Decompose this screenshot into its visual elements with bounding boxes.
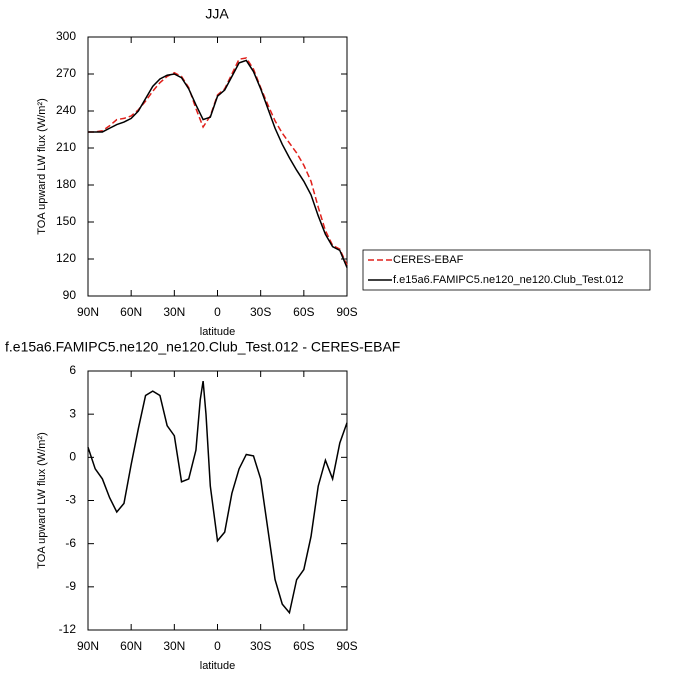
- x-tick-label: 60S: [293, 305, 314, 319]
- y-tick-label: -3: [65, 493, 76, 507]
- x-tick-label: 90S: [336, 639, 357, 653]
- y-tick-label: 0: [69, 450, 76, 464]
- y-tick-label: 150: [56, 214, 76, 228]
- x-tick-label: 60S: [293, 639, 314, 653]
- x-tick-label: 60N: [120, 305, 142, 319]
- data-line: [87, 380, 348, 615]
- x-axis-label: latitude: [200, 660, 235, 672]
- y-tick-label: 300: [56, 29, 76, 43]
- chart-title: f.e15a6.FAMIPC5.ne120_ne120.Club_Test.01…: [5, 339, 400, 355]
- chart-title: JJA: [205, 6, 229, 22]
- legend-label: f.e15a6.FAMIPC5.ne120_ne120.Club_Test.01…: [393, 274, 624, 286]
- y-axis-label: TOA upward LW flux (W/m²): [36, 432, 48, 569]
- plot-frame: [87, 370, 348, 631]
- legend-box: [362, 249, 651, 291]
- plot-frame: [87, 36, 348, 297]
- y-tick-label: -12: [59, 622, 77, 636]
- x-tick-label: 90N: [77, 305, 99, 319]
- y-tick-label: -9: [65, 579, 76, 593]
- y-tick-label: 210: [56, 140, 76, 154]
- x-tick-label: 0: [214, 639, 221, 653]
- x-tick-label: 30S: [250, 639, 271, 653]
- x-tick-label: 30S: [250, 305, 271, 319]
- y-axis-label: TOA upward LW flux (W/m²): [36, 98, 48, 235]
- y-tick-label: 270: [56, 66, 76, 80]
- y-tick-label: 120: [56, 251, 76, 265]
- y-tick-label: 3: [69, 406, 76, 420]
- x-tick-label: 30N: [163, 305, 185, 319]
- x-tick-label: 0: [214, 305, 221, 319]
- legend-label: CERES-EBAF: [393, 254, 464, 266]
- x-tick-label: 60N: [120, 639, 142, 653]
- x-axis-label: latitude: [200, 326, 235, 338]
- y-tick-label: 90: [63, 288, 77, 302]
- y-tick-label: -6: [65, 536, 76, 550]
- data-line: [88, 57, 348, 266]
- y-tick-label: 240: [56, 103, 76, 117]
- y-tick-label: 6: [69, 363, 76, 377]
- x-tick-label: 30N: [163, 639, 185, 653]
- data-line: [88, 59, 348, 268]
- y-tick-label: 180: [56, 177, 76, 191]
- x-tick-label: 90N: [77, 639, 99, 653]
- x-tick-label: 90S: [336, 305, 357, 319]
